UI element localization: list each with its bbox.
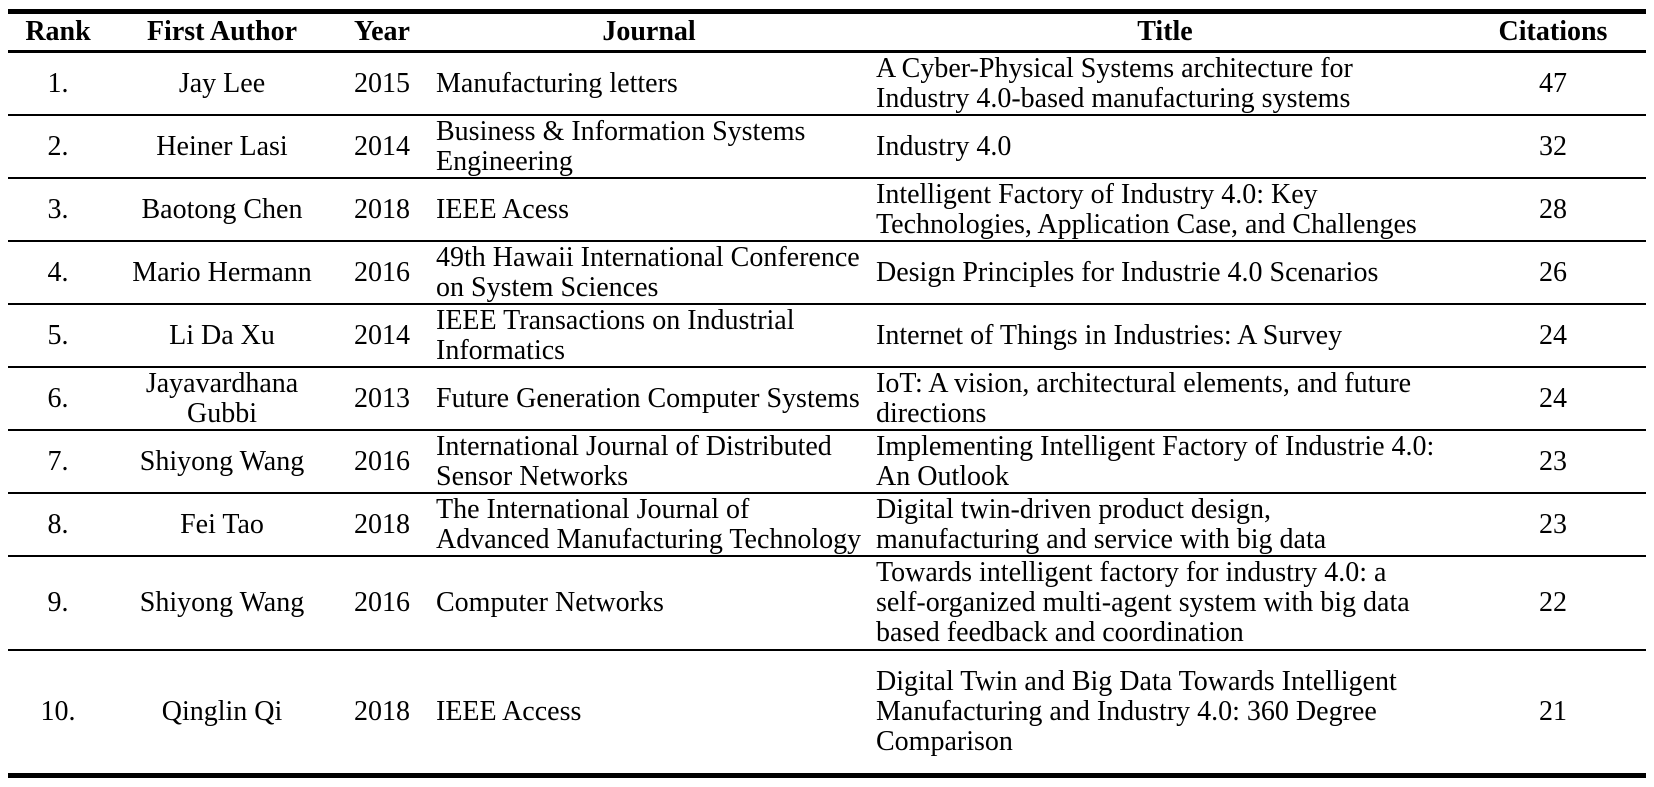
cell-first-author: Jay Lee <box>178 67 266 99</box>
table-row: 1. Jay Lee 2015 Manufacturing letters A … <box>8 52 1646 115</box>
cell-year: 2016 <box>354 445 410 477</box>
cell-title: A Cyber-Physical Systems architecture fo… <box>876 52 1353 114</box>
column-header-citations: Citations <box>1498 16 1608 47</box>
cell-year: 2013 <box>354 382 410 414</box>
cell-journal: Manufacturing letters <box>436 67 678 99</box>
cell-rank: 9. <box>47 587 69 618</box>
cell-title: Digital Twin and Big Data Towards Intell… <box>876 666 1397 757</box>
cell-first-author: Jayavardhana Gubbi <box>145 367 299 429</box>
cell-citations: 32 <box>1539 130 1567 162</box>
cell-first-author: Heiner Lasi <box>156 130 288 162</box>
cell-title: IoT: A vision, architectural elements, a… <box>876 367 1412 429</box>
cell-year: 2018 <box>354 193 410 225</box>
table-row: 8. Fei Tao 2018 The International Journa… <box>8 493 1646 556</box>
column-header-rank: Rank <box>25 16 91 47</box>
cell-title: Design Principles for Industrie 4.0 Scen… <box>876 256 1379 288</box>
cell-citations: 24 <box>1539 382 1567 414</box>
cell-journal: Future Generation Computer Systems <box>436 382 860 414</box>
cell-first-author: Shiyong Wang <box>139 587 305 618</box>
cell-first-author: Baotong Chen <box>141 193 303 225</box>
cell-journal: The International Journal of Advanced Ma… <box>436 493 862 555</box>
cell-first-author: Mario Hermann <box>132 256 312 288</box>
cell-rank: 5. <box>47 319 69 351</box>
cell-title: Intelligent Factory of Industry 4.0: Key… <box>876 178 1417 240</box>
cell-year: 2016 <box>354 256 410 288</box>
cell-rank: 6. <box>47 382 69 414</box>
table-row: 5. Li Da Xu 2014 IEEE Transactions on In… <box>8 304 1646 367</box>
cell-year: 2014 <box>354 319 410 351</box>
cell-title: Towards intelligent factory for industry… <box>876 557 1410 648</box>
cell-journal: IEEE Transactions on Industrial Informat… <box>436 304 795 366</box>
cell-journal: IEEE Acess <box>436 193 569 225</box>
cell-journal: Computer Networks <box>436 587 664 618</box>
cell-citations: 23 <box>1539 445 1567 477</box>
cell-rank: 2. <box>47 130 69 162</box>
cell-first-author: Li Da Xu <box>169 319 275 351</box>
header-row: Rank First Author Year Journal Title Cit… <box>8 12 1646 52</box>
cell-journal: Business & Information Systems Engineeri… <box>436 115 806 177</box>
cell-year: 2018 <box>354 508 410 540</box>
cell-citations: 28 <box>1539 193 1567 225</box>
cell-year: 2015 <box>354 67 410 99</box>
cell-rank: 10. <box>40 696 76 727</box>
cell-rank: 8. <box>47 508 69 540</box>
cell-year: 2018 <box>354 696 410 727</box>
cell-journal: IEEE Access <box>436 696 582 727</box>
table-row: 6. Jayavardhana Gubbi 2013 Future Genera… <box>8 367 1646 430</box>
cell-citations: 23 <box>1539 508 1567 540</box>
column-header-year: Year <box>354 16 410 47</box>
cell-rank: 7. <box>47 445 69 477</box>
column-header-title: Title <box>1137 16 1193 47</box>
table-row: 2. Heiner Lasi 2014 Business & Informati… <box>8 115 1646 178</box>
cell-title: Implementing Intelligent Factory of Indu… <box>876 430 1435 492</box>
cell-title: Industry 4.0 <box>876 130 1012 162</box>
column-header-first-author: First Author <box>146 16 298 47</box>
cell-journal: 49th Hawaii International Conference on … <box>436 241 860 303</box>
cell-citations: 24 <box>1539 319 1567 351</box>
cell-citations: 47 <box>1539 67 1567 99</box>
cell-citations: 21 <box>1539 696 1567 727</box>
cell-title: Digital twin-driven product design, manu… <box>876 493 1327 555</box>
cell-first-author: Qinglin Qi <box>161 696 283 727</box>
cell-rank: 1. <box>47 67 69 99</box>
table-row: 7. Shiyong Wang 2016 International Journ… <box>8 430 1646 493</box>
table-row: 10. Qinglin Qi 2018 IEEE Access Digital … <box>8 650 1646 776</box>
cell-year: 2016 <box>354 587 410 618</box>
cell-first-author: Shiyong Wang <box>139 445 305 477</box>
column-header-journal: Journal <box>602 16 696 47</box>
top-cited-papers-table: Rank First Author Year Journal Title Cit… <box>8 9 1646 778</box>
cell-citations: 26 <box>1539 256 1567 288</box>
cell-first-author: Fei Tao <box>180 508 264 540</box>
cell-citations: 22 <box>1539 587 1567 618</box>
table-row: 4. Mario Hermann 2016 49th Hawaii Intern… <box>8 241 1646 304</box>
cell-title: Internet of Things in Industries: A Surv… <box>876 319 1343 351</box>
cell-rank: 4. <box>47 256 69 288</box>
table-row: 3. Baotong Chen 2018 IEEE Acess Intellig… <box>8 178 1646 241</box>
cell-journal: International Journal of Distributed Sen… <box>436 430 832 492</box>
table-row: 9. Shiyong Wang 2016 Computer Networks T… <box>8 556 1646 650</box>
cell-rank: 3. <box>47 193 69 225</box>
cell-year: 2014 <box>354 130 410 162</box>
